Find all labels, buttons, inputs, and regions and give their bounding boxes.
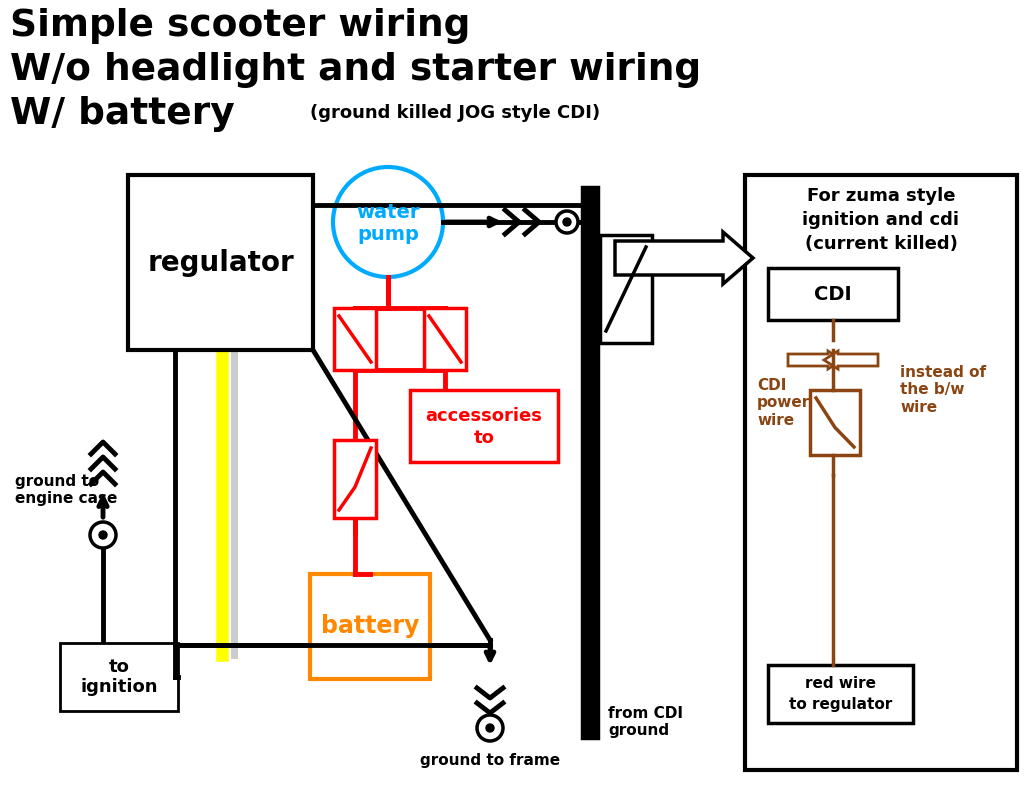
Text: ground to
engine case: ground to engine case <box>15 474 118 506</box>
Bar <box>745 175 1017 770</box>
Bar <box>60 643 178 711</box>
Text: to
ignition: to ignition <box>80 657 158 697</box>
Text: (ground killed JOG style CDI): (ground killed JOG style CDI) <box>310 104 600 122</box>
Text: red wire: red wire <box>805 676 876 691</box>
Text: from CDI
ground: from CDI ground <box>608 705 683 738</box>
Bar <box>410 390 558 462</box>
Text: regulator: regulator <box>147 249 294 276</box>
Text: CDI
power
wire: CDI power wire <box>757 378 810 428</box>
Text: W/o headlight and starter wiring: W/o headlight and starter wiring <box>10 52 701 88</box>
Circle shape <box>486 724 494 732</box>
Text: to: to <box>473 429 495 447</box>
FancyArrow shape <box>824 351 878 369</box>
Bar <box>310 574 430 679</box>
Text: W/ battery: W/ battery <box>10 96 234 132</box>
Bar <box>424 308 466 370</box>
Bar <box>334 440 376 518</box>
Text: Simple scooter wiring: Simple scooter wiring <box>10 8 470 44</box>
Bar <box>768 268 898 320</box>
Bar <box>768 665 913 723</box>
Circle shape <box>477 715 503 741</box>
Text: (current killed): (current killed) <box>805 235 957 253</box>
Text: battery: battery <box>321 615 419 638</box>
Bar <box>334 308 376 370</box>
Circle shape <box>333 167 443 277</box>
Text: ground to frame: ground to frame <box>420 753 560 768</box>
Bar <box>600 235 652 343</box>
Text: CDI: CDI <box>814 284 852 303</box>
Bar <box>810 390 860 455</box>
Text: to regulator: to regulator <box>788 697 892 712</box>
Text: accessories: accessories <box>426 407 543 425</box>
Circle shape <box>556 211 578 233</box>
Text: pump: pump <box>357 224 419 243</box>
Text: water: water <box>356 202 420 221</box>
FancyArrow shape <box>615 232 753 284</box>
Circle shape <box>90 522 116 548</box>
Text: For zuma style: For zuma style <box>807 187 955 205</box>
Text: instead of
the b/w
wire: instead of the b/w wire <box>900 365 986 415</box>
Bar <box>128 175 313 350</box>
Circle shape <box>99 531 106 539</box>
Circle shape <box>563 218 571 226</box>
Text: ignition and cdi: ignition and cdi <box>803 211 959 229</box>
FancyArrow shape <box>788 351 842 369</box>
